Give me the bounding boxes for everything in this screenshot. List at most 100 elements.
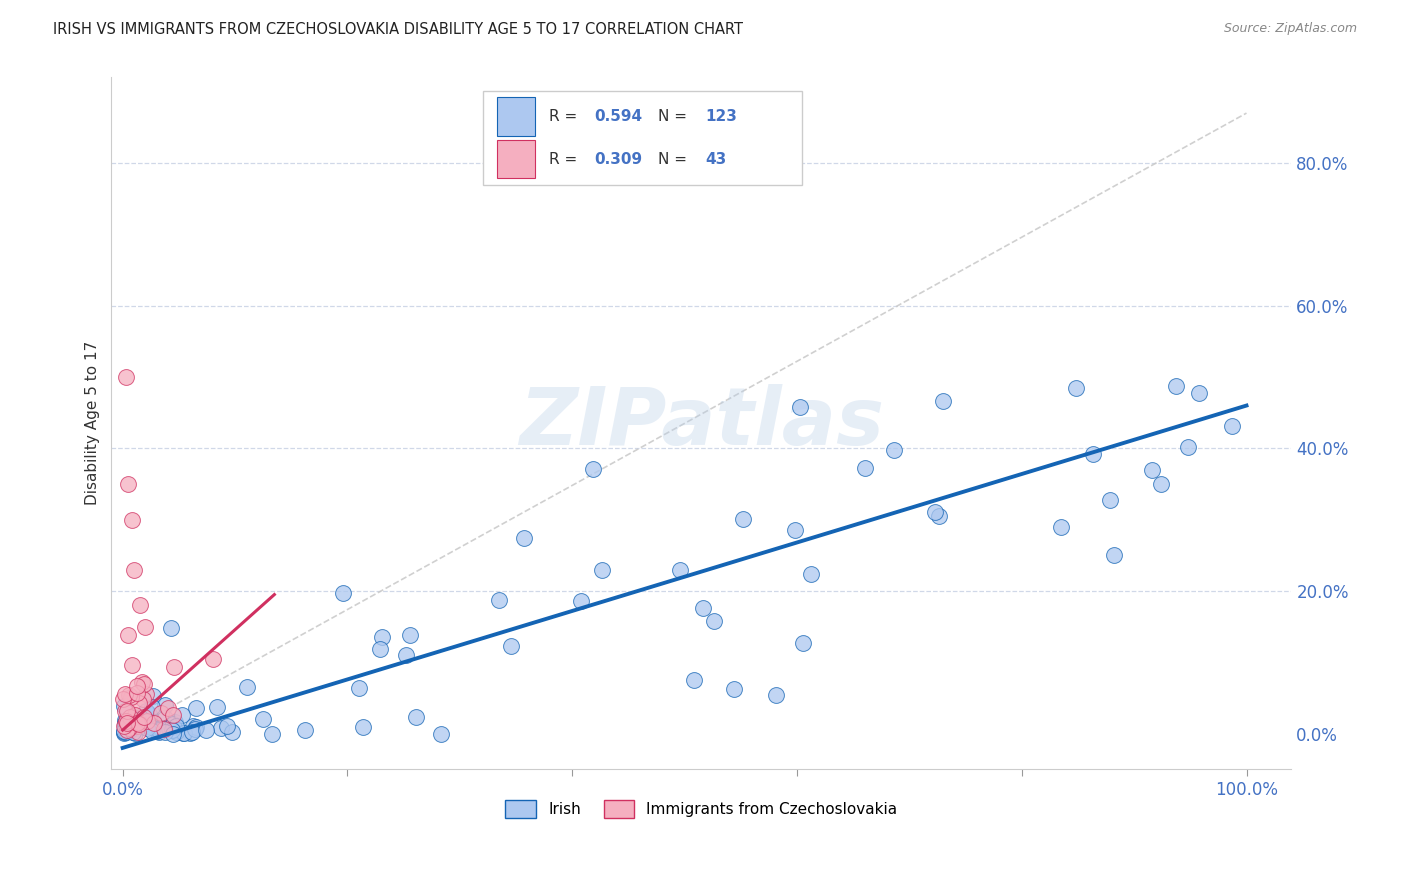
Point [112,724,135,739]
Point [668,563,690,577]
Point [121,690,143,704]
Point [394,648,416,662]
Point [117,715,139,730]
Point [347,681,370,696]
Point [513,531,536,545]
Point [134,620,156,634]
Point [172,707,194,722]
Point [136,721,159,735]
Point [160,723,183,737]
Text: R =: R = [550,152,582,167]
Point [115,714,138,728]
Point [139,709,162,723]
Point [114,717,136,731]
Point [1098,492,1121,507]
Point [501,640,523,654]
Point [149,721,172,735]
Point [120,719,142,733]
Point [153,723,176,737]
Point [430,726,453,740]
Point [135,687,157,701]
Point [148,721,170,735]
Point [125,679,148,693]
Point [162,716,184,731]
Point [785,523,807,537]
Point [405,710,427,724]
Point [114,721,136,735]
Legend: Irish, Immigrants from Czechoslovakia: Irish, Immigrants from Czechoslovakia [499,794,904,824]
Point [141,715,163,730]
Point [132,677,155,691]
Point [162,707,184,722]
Point [136,714,159,728]
Point [115,723,138,737]
Point [114,704,136,718]
Text: 43: 43 [704,152,727,167]
Point [128,714,150,728]
Point [252,712,274,726]
Point [134,711,156,725]
Point [332,586,354,600]
Point [1049,520,1071,534]
Point [179,725,201,739]
Point [114,714,136,729]
Point [162,726,184,740]
Text: IRISH VS IMMIGRANTS FROM CZECHOSLOVAKIA DISABILITY AGE 5 TO 17 CORRELATION CHART: IRISH VS IMMIGRANTS FROM CZECHOSLOVAKIA … [53,22,744,37]
Point [127,714,149,729]
Text: 0.594: 0.594 [595,109,643,124]
Point [112,726,135,740]
Point [120,723,142,738]
Point [120,710,142,724]
Point [163,723,186,737]
Point [765,688,787,702]
Point [1188,386,1211,401]
Point [127,725,149,739]
Point [129,712,152,726]
Point [195,723,218,737]
Point [142,715,165,730]
Point [124,710,146,724]
Point [114,725,136,739]
Point [153,725,176,739]
Point [1066,380,1088,394]
FancyBboxPatch shape [498,140,536,178]
Point [150,706,173,720]
Text: ZIPatlas: ZIPatlas [519,384,884,462]
Point [132,691,155,706]
Point [138,707,160,722]
Point [112,698,135,713]
Point [127,722,149,736]
Point [138,719,160,733]
Point [117,722,139,736]
Point [128,715,150,730]
Point [731,512,754,526]
FancyBboxPatch shape [498,97,536,136]
Point [148,724,170,739]
Point [1150,477,1173,491]
Point [117,477,139,491]
Point [118,688,141,702]
FancyBboxPatch shape [484,91,801,185]
Point [173,726,195,740]
Point [166,725,188,739]
Point [118,716,141,731]
Point [141,724,163,739]
Point [591,562,613,576]
Point [172,725,194,739]
Text: 123: 123 [704,109,737,124]
Point [112,719,135,733]
Point [924,505,946,519]
Text: 0.309: 0.309 [595,152,643,167]
Point [398,628,420,642]
Point [121,658,143,673]
Point [582,462,605,476]
Point [162,660,184,674]
Point [682,673,704,687]
Point [157,721,180,735]
Point [165,719,187,733]
Point [111,692,134,706]
Point [117,716,139,731]
Point [181,725,204,739]
Point [215,719,238,733]
Point [124,713,146,727]
